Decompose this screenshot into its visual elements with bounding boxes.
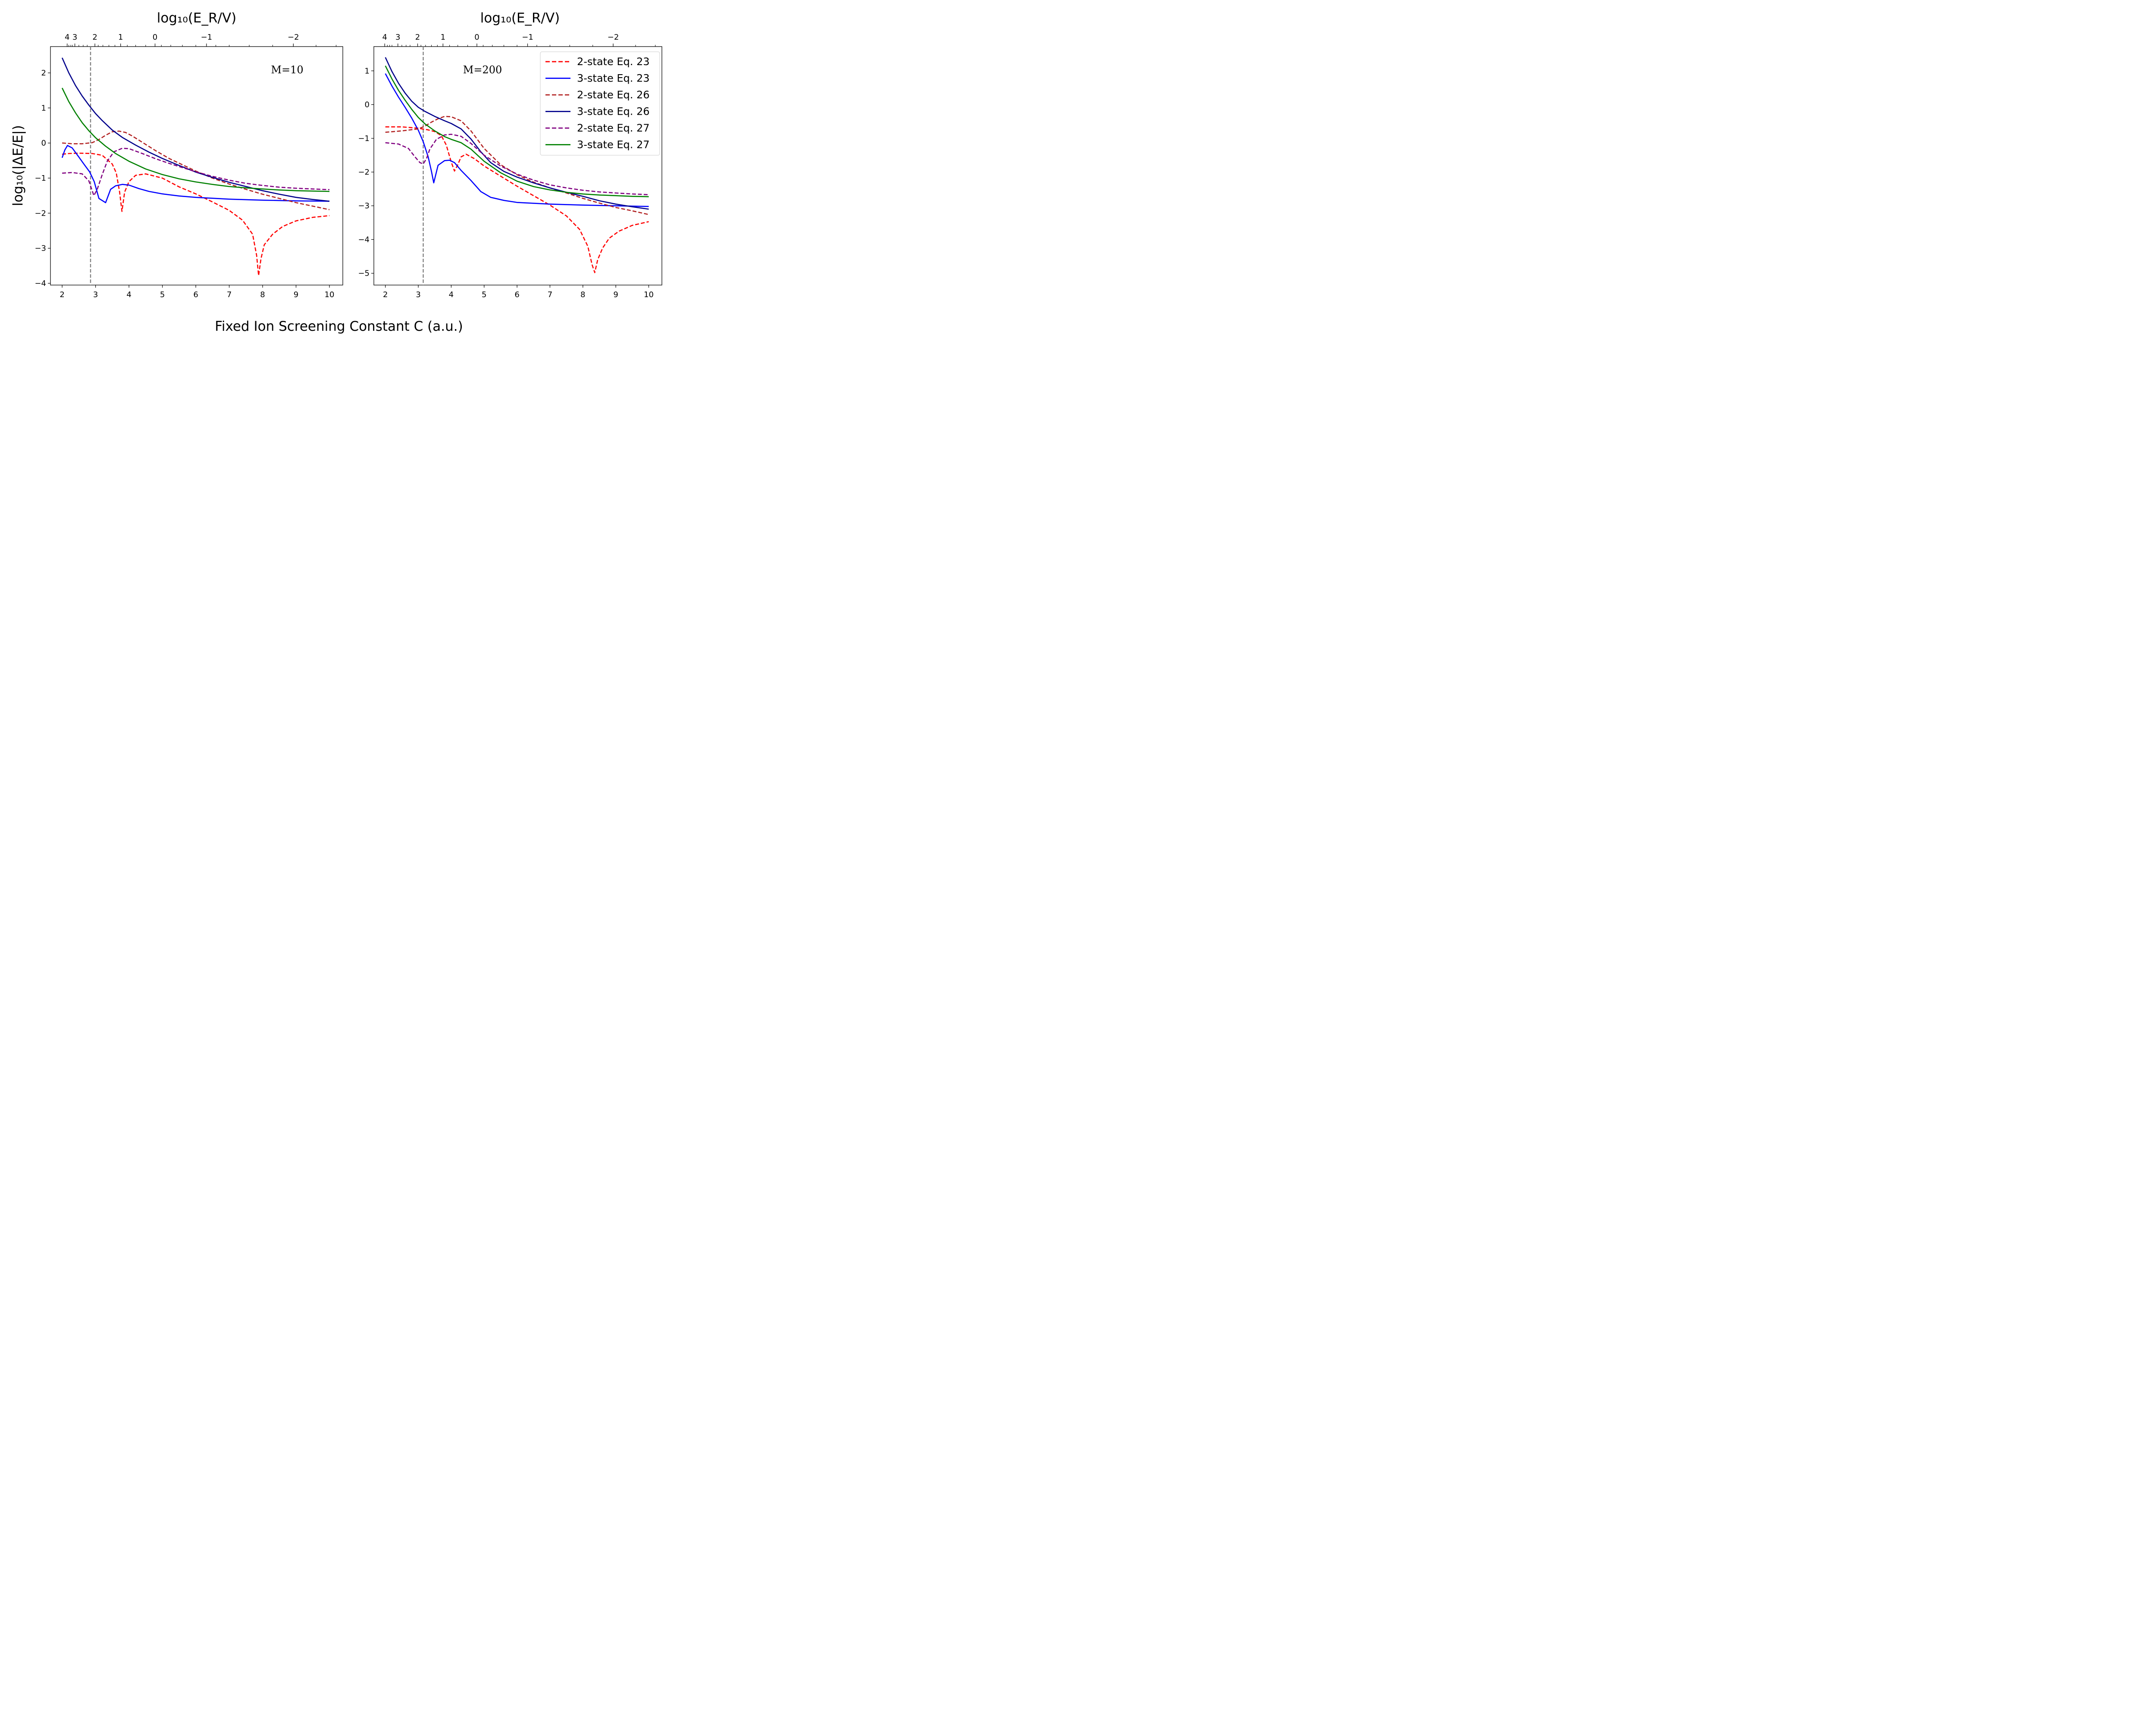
x-tick-label-right: 10 bbox=[644, 290, 654, 299]
y-tick-label-right: −3 bbox=[358, 201, 370, 210]
series-2-state-eq-23-right bbox=[385, 126, 649, 273]
panel-annotation-left: M=10 bbox=[271, 64, 303, 76]
series-2-state-eq-23-left bbox=[62, 152, 330, 276]
legend-label: 3-state Eq. 27 bbox=[577, 139, 650, 151]
y-tick-label-left: −4 bbox=[34, 279, 46, 288]
y-tick-label-left: −1 bbox=[34, 174, 46, 183]
x-tick-label-right: 9 bbox=[613, 290, 618, 299]
x-tick-label-left: 3 bbox=[93, 290, 98, 299]
series-3-state-eq-26-left bbox=[61, 57, 330, 202]
panel-annotation-right: M=200 bbox=[463, 64, 502, 76]
y-tick-label-right: −1 bbox=[358, 134, 370, 143]
top-tick-label-left: 0 bbox=[153, 33, 157, 42]
series-2-state-eq-27-right bbox=[385, 134, 649, 195]
x-tick-label-left: 4 bbox=[126, 290, 131, 299]
series-group-left bbox=[61, 47, 330, 285]
plot-frame-left bbox=[50, 46, 343, 285]
y-axis-title: log₁₀(|ΔE/E|) bbox=[10, 125, 26, 206]
x-tick-label-right: 2 bbox=[383, 290, 388, 299]
series-3-state-eq-23-left bbox=[61, 145, 330, 204]
series-2-state-eq-27-left bbox=[62, 147, 330, 196]
x-tick-label-right: 4 bbox=[449, 290, 454, 299]
legend-label: 2-state Eq. 23 bbox=[577, 56, 650, 68]
x-tick-label-left: 10 bbox=[325, 290, 335, 299]
y-tick-label-left: −3 bbox=[34, 244, 46, 253]
series-group-right bbox=[385, 47, 649, 285]
legend-label: 2-state Eq. 27 bbox=[577, 122, 650, 134]
x-tick-label-left: 6 bbox=[193, 290, 198, 299]
x-tick-label-right: 5 bbox=[482, 290, 486, 299]
legend-label: 2-state Eq. 26 bbox=[577, 89, 650, 101]
x-tick-label-right: 6 bbox=[514, 290, 519, 299]
series-3-state-eq-26-right bbox=[385, 57, 649, 210]
series-3-state-eq-27-right bbox=[385, 66, 649, 198]
top-tick-label-left: 1 bbox=[118, 33, 123, 42]
x-tick-label-right: 8 bbox=[580, 290, 585, 299]
top-tick-label-left: −2 bbox=[288, 33, 299, 42]
top-axis-title-right: log₁₀(E_R/V) bbox=[480, 10, 560, 26]
series-2-state-eq-26-left bbox=[62, 130, 330, 210]
y-tick-label-right: 1 bbox=[365, 66, 370, 75]
top-axis-title-left: log₁₀(E_R/V) bbox=[157, 10, 237, 26]
x-tick-label-right: 3 bbox=[416, 290, 420, 299]
x-tick-label-left: 5 bbox=[160, 290, 165, 299]
series-3-state-eq-23-right bbox=[385, 73, 649, 207]
plot-frame-right bbox=[373, 46, 662, 285]
x-tick-label-left: 2 bbox=[60, 290, 64, 299]
top-tick-label-right: −2 bbox=[608, 33, 619, 42]
top-tick-label-right: 0 bbox=[474, 33, 479, 42]
top-tick-label-left: 4 bbox=[65, 33, 69, 42]
legend-label: 3-state Eq. 26 bbox=[577, 106, 650, 118]
top-tick-label-right: 2 bbox=[415, 33, 420, 42]
x-tick-label-left: 8 bbox=[260, 290, 265, 299]
top-tick-label-right: 3 bbox=[395, 33, 400, 42]
top-tick-label-left: 3 bbox=[72, 33, 77, 42]
x-axis-title: Fixed Ion Screening Constant C (a.u.) bbox=[215, 319, 463, 334]
legend-box bbox=[540, 51, 660, 156]
top-tick-label-right: 1 bbox=[441, 33, 445, 42]
top-tick-label-left: 2 bbox=[92, 33, 97, 42]
y-tick-label-left: −2 bbox=[34, 209, 46, 218]
x-tick-label-left: 7 bbox=[227, 290, 232, 299]
y-tick-label-right: −5 bbox=[358, 269, 370, 278]
y-tick-label-left: 2 bbox=[41, 69, 46, 78]
top-tick-label-right: −1 bbox=[522, 33, 533, 42]
y-tick-label-left: 0 bbox=[41, 139, 46, 148]
x-tick-label-right: 7 bbox=[548, 290, 552, 299]
x-tick-label-left: 9 bbox=[294, 290, 298, 299]
top-tick-label-right: 4 bbox=[382, 33, 387, 42]
legend: 2-state Eq. 23 3-state Eq. 23 2-state Eq. … bbox=[540, 51, 660, 156]
series-3-state-eq-27-left bbox=[61, 88, 330, 192]
top-tick-label-left: −1 bbox=[201, 33, 213, 42]
y-tick-label-right: −4 bbox=[358, 235, 370, 244]
legend-label: 3-state Eq. 23 bbox=[577, 72, 650, 85]
y-tick-label-left: 1 bbox=[41, 104, 46, 113]
y-tick-label-right: −2 bbox=[358, 168, 370, 177]
y-tick-label-right: 0 bbox=[365, 100, 370, 110]
